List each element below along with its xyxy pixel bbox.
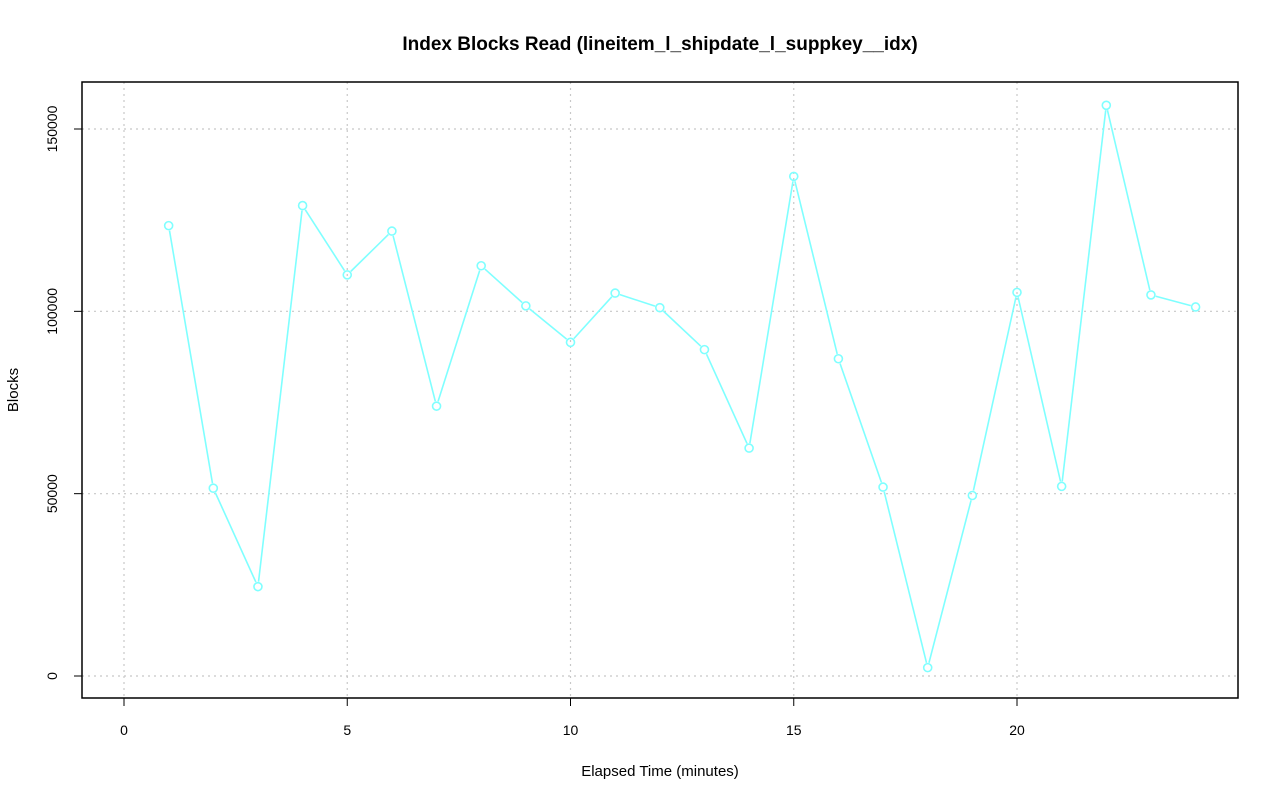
data-point xyxy=(163,220,174,231)
series-line-segment xyxy=(1106,109,1151,291)
data-point xyxy=(699,344,710,355)
series-line-segment xyxy=(1155,295,1191,307)
series-line-segment xyxy=(1017,297,1062,482)
y-tick-label: 100000 xyxy=(44,288,60,335)
series-line-segment xyxy=(437,270,481,402)
series-line-segment xyxy=(529,308,568,340)
data-point xyxy=(387,226,397,236)
data-point xyxy=(476,260,487,271)
series-line-segment xyxy=(883,491,928,663)
data-point xyxy=(565,337,576,348)
data-point xyxy=(922,662,933,673)
series-line-segment xyxy=(928,500,972,663)
x-axis-label: Elapsed Time (minutes) xyxy=(581,763,739,780)
data-point xyxy=(1146,290,1156,300)
y-tick-label: 0 xyxy=(44,672,60,680)
y-tick-label: 150000 xyxy=(44,105,60,152)
data-point xyxy=(788,171,799,182)
data-point xyxy=(1190,302,1201,312)
data-point xyxy=(967,490,978,501)
series-line-segment xyxy=(839,363,883,483)
x-tick-label: 20 xyxy=(1009,722,1025,738)
series-group xyxy=(163,100,1201,673)
plot-frame xyxy=(81,81,1239,699)
series-line-segment xyxy=(484,268,523,304)
series-line-segment xyxy=(972,297,1017,491)
y-axis-label: Blocks xyxy=(5,368,22,412)
x-tick-label: 5 xyxy=(343,722,351,738)
series-line-segment xyxy=(705,353,748,444)
series-line-segment xyxy=(304,209,346,272)
x-tick-label: 10 xyxy=(563,722,579,738)
data-point xyxy=(431,401,442,411)
series-line-segment xyxy=(573,296,613,340)
data-point xyxy=(833,353,844,364)
data-point xyxy=(342,270,353,280)
series-line-segment xyxy=(214,492,257,583)
data-point xyxy=(744,443,754,453)
series-line-segment xyxy=(619,293,656,307)
x-tick-label: 15 xyxy=(786,722,802,738)
data-point xyxy=(654,302,665,313)
data-point xyxy=(208,483,219,493)
data-point xyxy=(521,301,531,311)
series-line-segment xyxy=(662,310,702,347)
series-line-segment xyxy=(257,210,303,582)
data-point xyxy=(1056,481,1067,492)
x-tick-label: 0 xyxy=(120,722,128,738)
series-line-segment xyxy=(350,234,389,272)
y-tick-label: 50000 xyxy=(44,474,60,513)
data-point xyxy=(610,288,620,298)
series-line-segment xyxy=(168,230,214,484)
chart-title: Index Blocks Read (lineitem_l_shipdate_l… xyxy=(402,34,917,55)
data-point xyxy=(297,200,308,211)
axes-group: 0 5 10 15 20 0 50000 100000 150000 xyxy=(44,105,1025,738)
series-line-segment xyxy=(749,181,794,444)
data-point xyxy=(253,581,263,592)
series-line-segment xyxy=(1061,110,1107,482)
data-point xyxy=(1101,100,1112,111)
data-point xyxy=(1012,287,1022,298)
data-point xyxy=(878,482,888,492)
series-line-segment xyxy=(794,181,838,355)
series-line-segment xyxy=(392,235,437,402)
